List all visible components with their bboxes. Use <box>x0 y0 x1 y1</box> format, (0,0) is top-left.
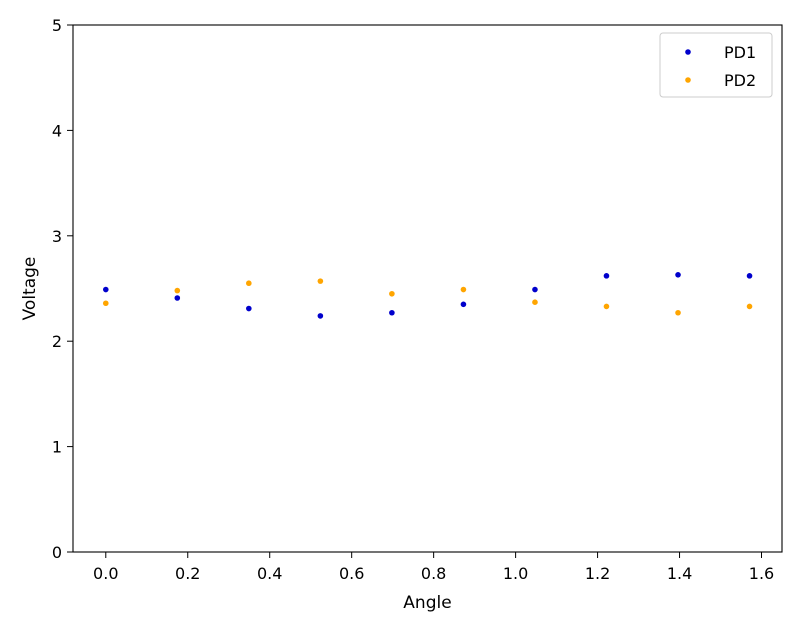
data-point-pd2 <box>389 290 395 297</box>
data-point-pd1 <box>317 313 324 319</box>
axes-layer: 0.0 0.2 0.4 0.6 0.8 1.0 1.2 1.4 1.6 0 1 2 3 4 5 <box>52 16 783 583</box>
data-point-pd1 <box>532 286 538 293</box>
marks-layer <box>102 272 753 319</box>
y-tick-label: 5 <box>52 16 62 35</box>
y-tick-label: 2 <box>52 332 62 351</box>
data-point-pd2 <box>317 278 324 284</box>
data-point-pd1 <box>389 309 395 316</box>
data-point-pd2 <box>246 280 252 287</box>
data-point-pd2 <box>746 303 753 310</box>
y-tick-label: 3 <box>52 227 62 246</box>
x-tick-label: 0.8 <box>421 564 446 583</box>
y-tick-label: 1 <box>52 438 62 457</box>
data-point-pd2 <box>174 287 181 294</box>
x-tick-label: 1.0 <box>503 564 528 583</box>
data-point-pd1 <box>746 273 753 279</box>
data-point-pd1 <box>246 305 252 312</box>
data-point-pd1 <box>174 295 181 301</box>
data-point-pd2 <box>532 299 538 306</box>
x-tick-label: 1.4 <box>667 564 692 583</box>
x-tick-label: 1.2 <box>585 564 610 583</box>
data-point-pd1 <box>460 301 467 308</box>
data-point-pd1 <box>675 272 681 278</box>
data-point-pd1 <box>603 273 610 279</box>
data-point-pd2 <box>675 309 681 316</box>
legend-marker-pd2 <box>685 77 691 83</box>
legend-marker-pd1 <box>685 49 691 55</box>
data-point-pd2 <box>460 286 467 293</box>
x-tick-label: 0.2 <box>175 564 200 583</box>
x-tick-label: 0.6 <box>339 564 364 583</box>
data-point-pd1 <box>102 286 109 293</box>
legend-label-pd2: PD2 <box>724 71 756 90</box>
x-axis-label: Angle <box>403 593 451 613</box>
data-point-pd2 <box>603 303 610 310</box>
data-point-pd2 <box>102 300 109 307</box>
legend-label-pd1: PD1 <box>724 43 756 62</box>
x-tick-label: 1.6 <box>749 564 774 583</box>
y-tick-label: 0 <box>52 543 62 562</box>
x-tick-label: 0.0 <box>93 564 118 583</box>
y-axis-label: Voltage <box>20 257 40 321</box>
plot-frame <box>72 24 783 553</box>
y-tick-label: 4 <box>52 121 62 140</box>
x-tick-label: 0.4 <box>257 564 282 583</box>
